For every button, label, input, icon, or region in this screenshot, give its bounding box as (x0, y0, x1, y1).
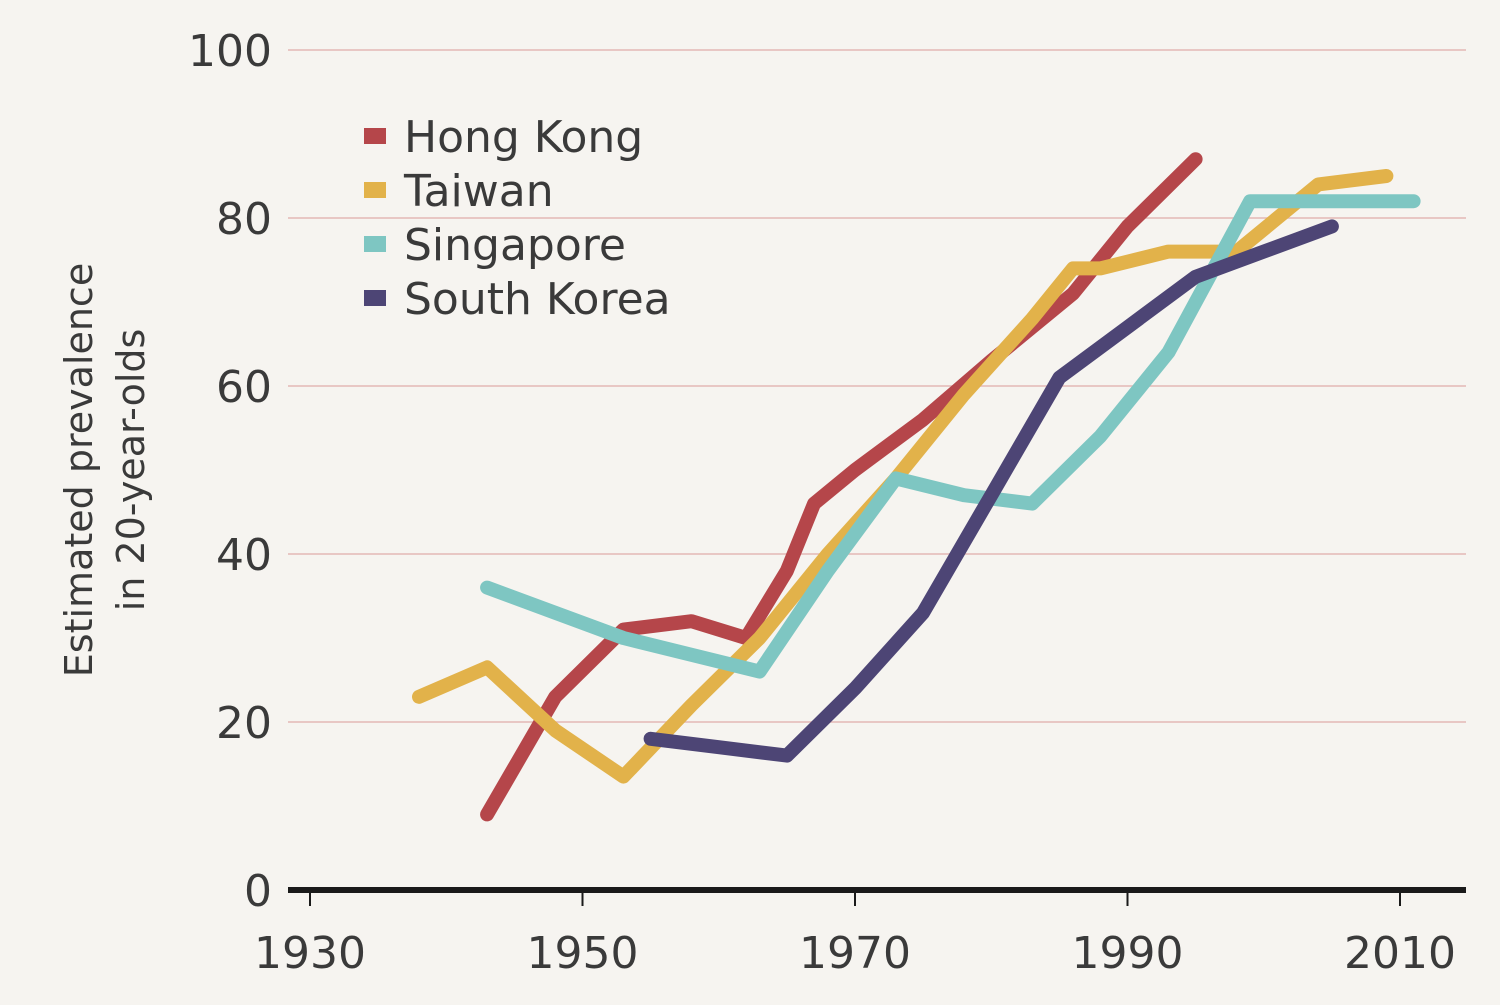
series-line-taiwan (412, 169, 1394, 784)
y-tick-label: 0 (244, 866, 272, 917)
legend-swatch (364, 182, 386, 198)
x-tick-label: 1970 (799, 928, 911, 979)
series-line-singapore (480, 194, 1421, 679)
x-tick-label: 1950 (527, 928, 639, 979)
legend-label: South Korea (404, 274, 671, 325)
y-axis-title: Estimated prevalence in 20-year-olds (57, 263, 153, 677)
legend-swatch (364, 128, 386, 144)
series-line-south-korea (643, 219, 1339, 763)
legend-swatch (364, 290, 386, 306)
x-tick-label: 1990 (1072, 928, 1184, 979)
y-tick-label: 60 (216, 362, 272, 413)
legend-swatch (364, 236, 386, 252)
x-tick-label: 1930 (254, 928, 366, 979)
y-axis-title-line: in 20-year-olds (109, 329, 153, 612)
y-tick-label: 20 (216, 698, 272, 749)
series-line-hong-kong (480, 152, 1203, 822)
y-tick-label: 80 (216, 194, 272, 245)
axes: 0 20 40 60 80 100 1930 1950 1970 1990 2010 (188, 26, 1466, 979)
x-tick-label: 2010 (1344, 928, 1456, 979)
y-axis-title-group: Estimated prevalence in 20-year-olds (57, 263, 153, 677)
y-tick-label: 100 (188, 26, 272, 77)
legend-label: Taiwan (403, 166, 554, 217)
series-lines (412, 152, 1421, 822)
legend-label: Singapore (404, 220, 626, 271)
y-tick-label: 40 (216, 530, 272, 581)
legend-label: Hong Kong (404, 112, 643, 163)
y-axis-title-line: Estimated prevalence (57, 263, 101, 677)
